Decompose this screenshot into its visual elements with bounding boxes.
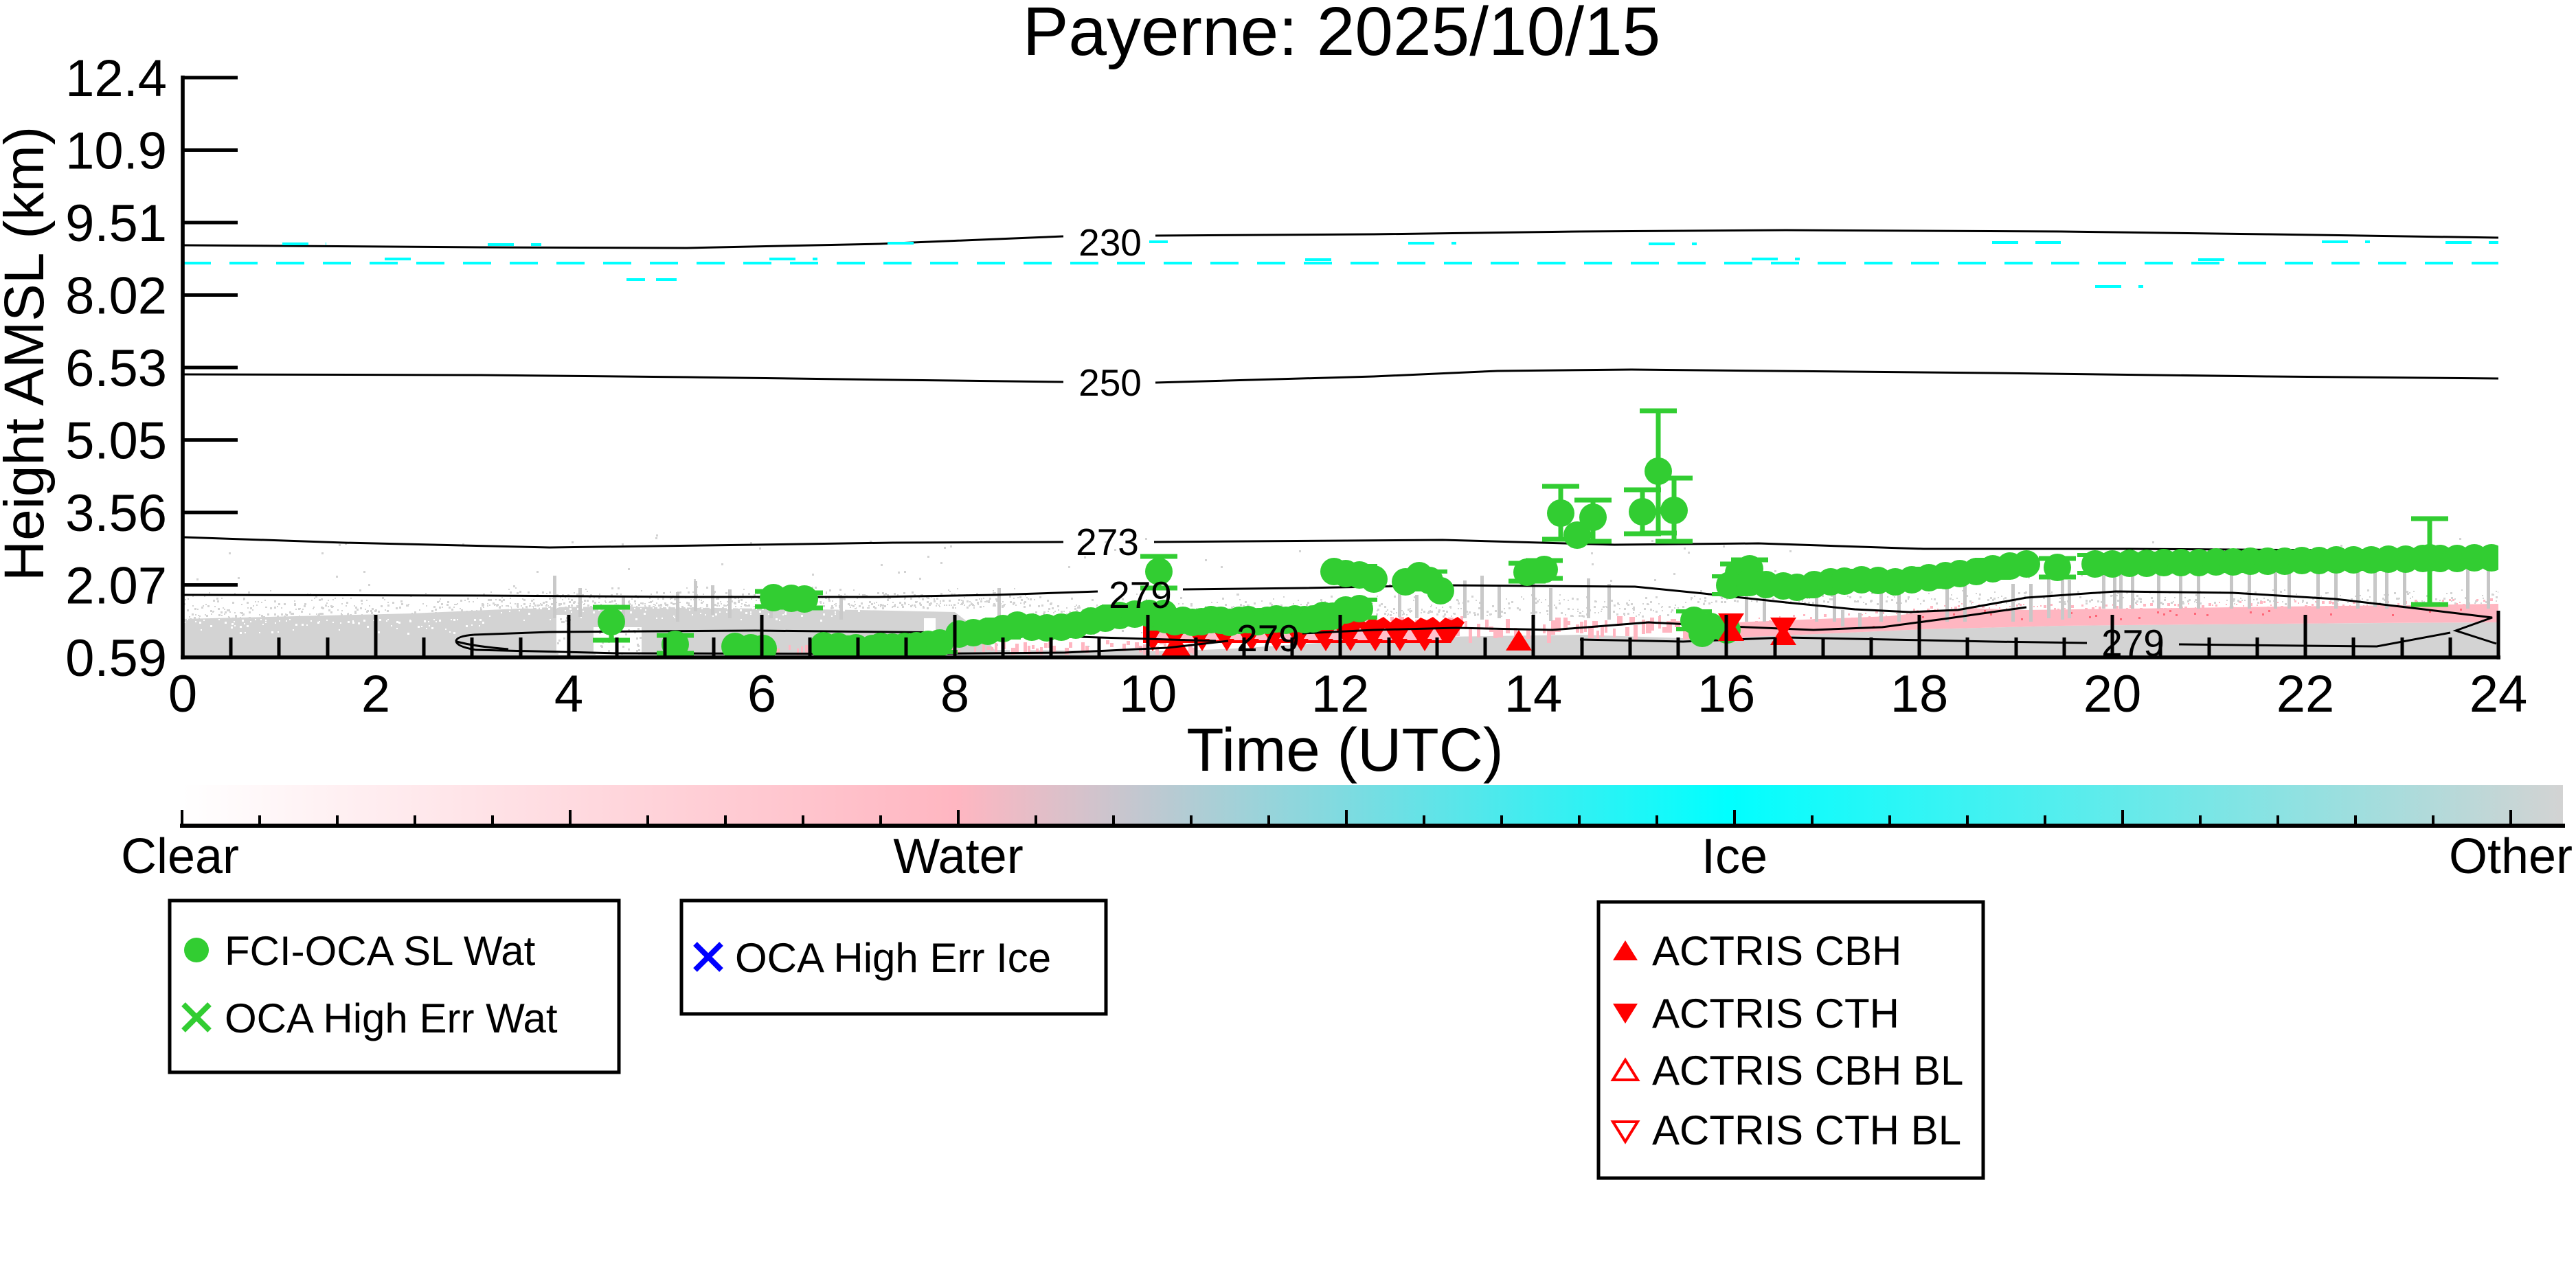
svg-text:Ice: Ice [1702, 829, 1767, 884]
svg-text:9.51: 9.51 [65, 194, 167, 253]
svg-text:6: 6 [747, 665, 776, 723]
svg-text:0: 0 [168, 665, 197, 723]
svg-text:14: 14 [1504, 665, 1563, 723]
svg-text:ACTRIS CBH: ACTRIS CBH [1652, 928, 1901, 974]
svg-text:OCA High Err Wat: OCA High Err Wat [225, 995, 558, 1041]
svg-text:ACTRIS CTH BL: ACTRIS CTH BL [1652, 1107, 1961, 1153]
svg-text:24: 24 [2470, 665, 2528, 723]
svg-text:Other: Other [2449, 829, 2573, 884]
svg-text:6.53: 6.53 [65, 339, 167, 398]
svg-text:18: 18 [1890, 665, 1949, 723]
svg-text:Payerne: 2025/10/15: Payerne: 2025/10/15 [1023, 0, 1661, 70]
svg-text:279: 279 [1109, 574, 1172, 616]
svg-text:250: 250 [1078, 361, 1142, 404]
svg-text:12: 12 [1311, 665, 1370, 723]
svg-text:Water: Water [893, 829, 1023, 884]
svg-text:22: 22 [2276, 665, 2335, 723]
svg-text:230: 230 [1078, 221, 1142, 264]
svg-text:279: 279 [1236, 617, 1300, 659]
svg-text:10: 10 [1119, 665, 1177, 723]
svg-text:4: 4 [554, 665, 583, 723]
svg-text:16: 16 [1697, 665, 1756, 723]
svg-text:FCI-OCA SL Wat: FCI-OCA SL Wat [225, 928, 536, 974]
svg-text:5.05: 5.05 [65, 412, 167, 471]
svg-text:8: 8 [940, 665, 969, 723]
svg-text:2: 2 [361, 665, 390, 723]
svg-text:OCA High Err Ice: OCA High Err Ice [735, 935, 1051, 981]
svg-text:10.9: 10.9 [65, 122, 167, 181]
svg-text:20: 20 [2083, 665, 2142, 723]
svg-text:Time (UTC): Time (UTC) [1186, 715, 1503, 784]
svg-text:8.02: 8.02 [65, 267, 167, 326]
svg-text:12.4: 12.4 [65, 49, 167, 108]
svg-text:Height AMSL (km): Height AMSL (km) [0, 126, 56, 581]
svg-text:273: 273 [1076, 521, 1139, 563]
svg-text:ACTRIS CTH: ACTRIS CTH [1652, 991, 1899, 1037]
svg-text:3.56: 3.56 [65, 484, 167, 543]
svg-text:2.07: 2.07 [65, 557, 167, 615]
svg-text:ACTRIS CBH BL: ACTRIS CBH BL [1652, 1048, 1963, 1094]
svg-text:0.59: 0.59 [65, 629, 167, 688]
svg-text:Clear: Clear [121, 829, 239, 884]
